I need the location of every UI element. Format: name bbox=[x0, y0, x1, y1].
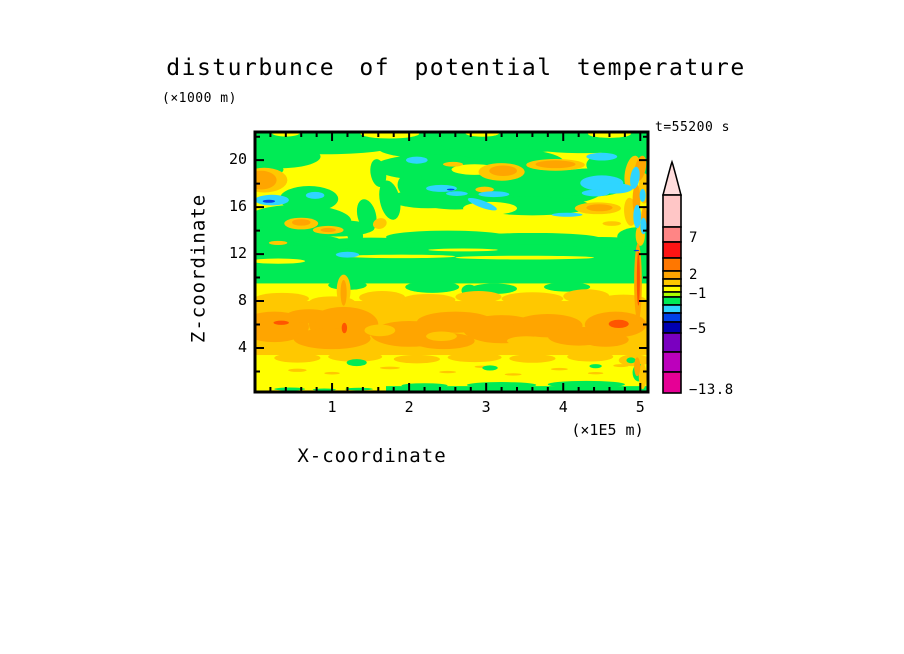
colorbar-level-label: −1 bbox=[689, 286, 707, 302]
y-tick-label: 12 bbox=[228, 244, 247, 263]
axis-ticks bbox=[255, 132, 648, 392]
plot-frame bbox=[253, 130, 650, 394]
x-tick-label: 1 bbox=[327, 398, 337, 416]
colorbar bbox=[662, 159, 682, 394]
colorbar-level-label: −13.8 bbox=[689, 382, 734, 398]
colorbar-segment bbox=[662, 257, 682, 272]
colorbar-segment bbox=[662, 296, 682, 306]
colorbar-level-label: 7 bbox=[689, 230, 698, 246]
colorbar-segment bbox=[662, 194, 682, 228]
colorbar-segment bbox=[662, 285, 682, 293]
x-tick-label: 2 bbox=[404, 398, 414, 416]
x-axis-scale-label: (×1E5 m) bbox=[571, 421, 644, 439]
x-tick-label: 4 bbox=[558, 398, 568, 416]
colorbar-arrow-tip bbox=[662, 159, 682, 196]
colorbar-segment bbox=[662, 312, 682, 323]
y-tick-label: 16 bbox=[228, 197, 247, 216]
x-axis-title: X-coordinate bbox=[297, 445, 447, 467]
y-tick-label: 20 bbox=[228, 150, 247, 169]
x-tick-label: 5 bbox=[635, 398, 645, 416]
colorbar-level-label: −5 bbox=[689, 321, 707, 337]
colorbar-segment bbox=[662, 321, 682, 334]
colorbar-segment bbox=[662, 226, 682, 243]
y-tick-label: 8 bbox=[237, 291, 247, 310]
y-tick-label: 4 bbox=[237, 337, 247, 356]
timestamp-label: t=55200 s bbox=[655, 120, 730, 135]
colorbar-segment bbox=[662, 351, 682, 373]
colorbar-segment bbox=[662, 278, 682, 287]
y-axis-unit-label: (×1000 m) bbox=[162, 91, 237, 106]
colorbar-segment bbox=[662, 371, 682, 394]
colorbar-segment bbox=[662, 241, 682, 259]
colorbar-segment bbox=[662, 270, 682, 280]
chart-title: disturbunce of potential temperature bbox=[166, 55, 746, 81]
x-tick-label: 3 bbox=[481, 398, 491, 416]
contour-field bbox=[255, 132, 648, 392]
colorbar-segment bbox=[662, 332, 682, 353]
colorbar-level-label: 2 bbox=[689, 267, 698, 283]
colorbar-segment bbox=[662, 304, 682, 314]
